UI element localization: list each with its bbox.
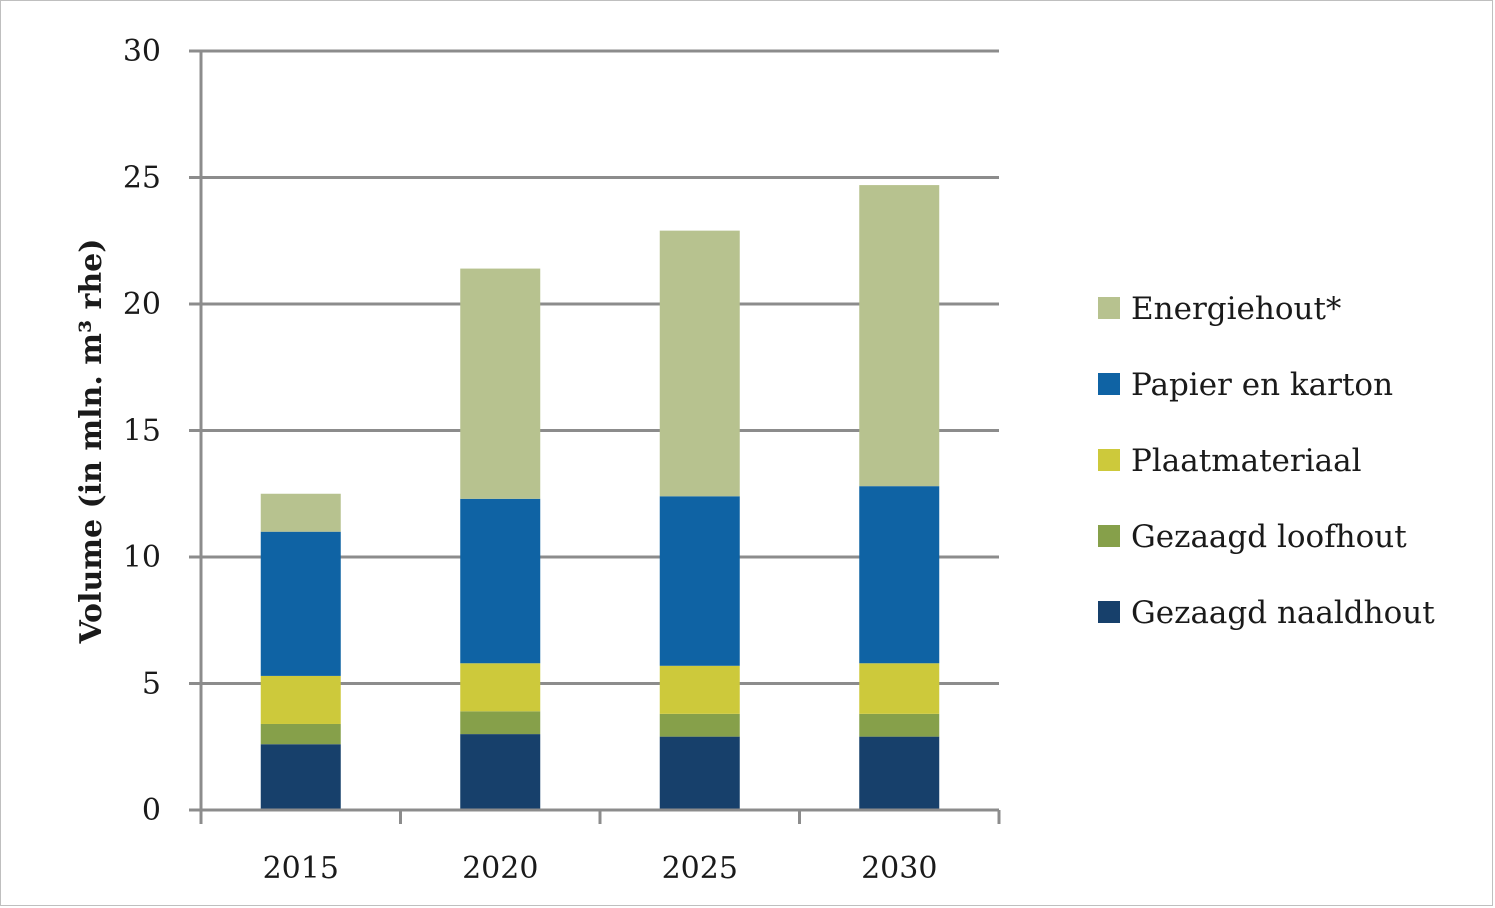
bar-segment-2015-2 bbox=[260, 723, 341, 745]
bar-segment-2025-2 bbox=[659, 713, 740, 737]
y-tick-label: 25 bbox=[123, 161, 161, 196]
legend-label: Plaatmateriaal bbox=[1131, 443, 1362, 479]
bar-segment-2025-3 bbox=[659, 665, 740, 714]
y-tick-label: 5 bbox=[142, 667, 161, 702]
legend-swatch bbox=[1098, 449, 1120, 471]
x-tick-label: 2015 bbox=[263, 851, 339, 886]
bar-segment-2015-5 bbox=[260, 493, 341, 532]
legend-label: Gezaagd naaldhout bbox=[1131, 595, 1435, 631]
bar-segment-2025-4 bbox=[659, 496, 740, 666]
bar-segment-2030-4 bbox=[859, 486, 940, 664]
bar-segment-2030-5 bbox=[859, 185, 940, 487]
bar-segment-2030-2 bbox=[859, 713, 940, 737]
legend-label: Papier en karton bbox=[1131, 367, 1393, 403]
bar-segment-2020-2 bbox=[460, 711, 541, 735]
bar-segment-2020-1 bbox=[460, 734, 541, 810]
bar-segment-2015-4 bbox=[260, 531, 341, 676]
y-axis-title: Volume (in mln. m³ rhe) bbox=[74, 239, 109, 645]
legend-label: Energiehout* bbox=[1131, 291, 1341, 327]
x-tick-label: 2030 bbox=[861, 851, 937, 886]
y-tick-label: 15 bbox=[123, 414, 161, 449]
legend: Energiehout* Papier en karton Plaatmateria… bbox=[1098, 291, 1435, 631]
x-tick-label: 2020 bbox=[462, 851, 538, 886]
x-tick-label: 2025 bbox=[662, 851, 738, 886]
bar-segment-2015-1 bbox=[260, 744, 341, 810]
bar-segment-2015-3 bbox=[260, 675, 341, 724]
bar-segment-2020-3 bbox=[460, 663, 541, 712]
y-tick-label: 20 bbox=[123, 287, 161, 322]
legend-swatch bbox=[1098, 373, 1120, 395]
y-tick-label: 0 bbox=[142, 793, 161, 828]
y-tick-label: 30 bbox=[123, 34, 161, 69]
bar-segment-2025-1 bbox=[659, 736, 740, 810]
bar-segment-2020-4 bbox=[460, 498, 541, 664]
bar-segment-2020-5 bbox=[460, 268, 541, 499]
y-tick-label: 10 bbox=[123, 540, 161, 575]
bars bbox=[260, 185, 940, 810]
legend-swatch bbox=[1098, 525, 1120, 547]
legend-swatch bbox=[1098, 297, 1120, 319]
bar-segment-2025-5 bbox=[659, 230, 740, 497]
legend-swatch bbox=[1098, 601, 1120, 623]
bar-segment-2030-3 bbox=[859, 663, 940, 714]
bar-segment-2030-1 bbox=[859, 736, 940, 810]
legend-label: Gezaagd loofhout bbox=[1131, 519, 1407, 555]
